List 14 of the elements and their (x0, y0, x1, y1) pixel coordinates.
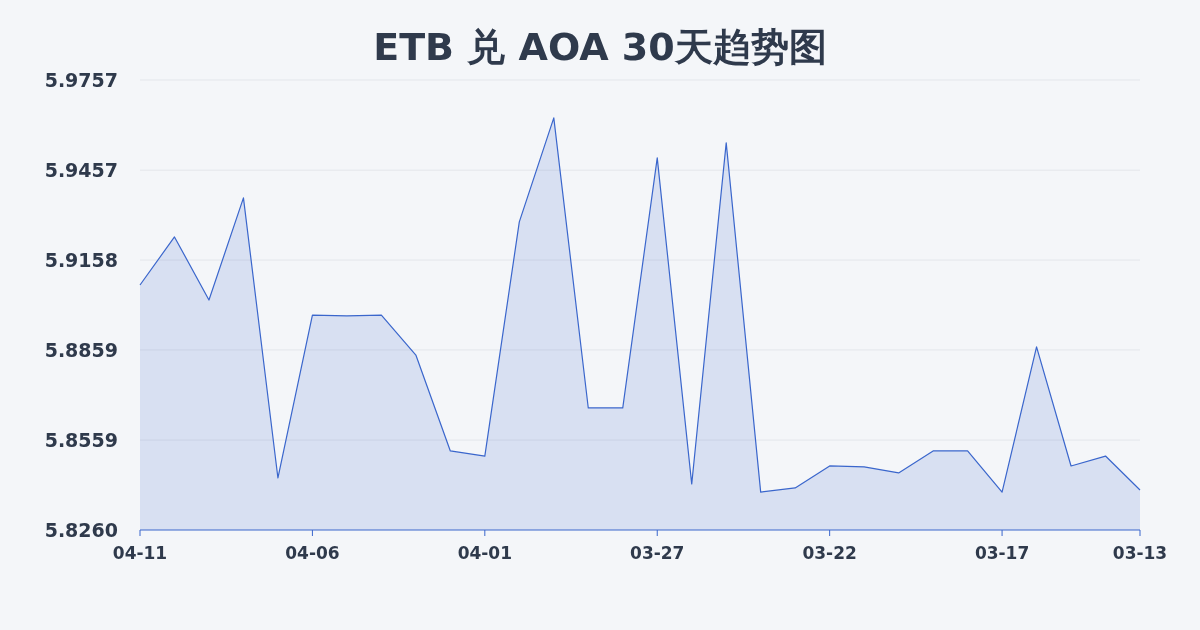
y-tick-label: 5.9757 (44, 69, 118, 91)
x-tick-label: 04-11 (112, 543, 168, 563)
y-tick-label: 5.8260 (44, 519, 118, 541)
x-tick-label: 03-13 (1112, 543, 1168, 563)
y-tick-label: 5.8859 (44, 338, 118, 361)
x-tick-label: 03-17 (974, 543, 1030, 563)
y-tick-label: 5.8559 (44, 429, 118, 452)
y-tick-label: 5.9158 (44, 249, 118, 272)
chart-title: ETB 兑 AOA 30天趋势图 (373, 25, 827, 69)
x-tick-label: 03-22 (802, 543, 857, 563)
x-tick-label: 03-27 (630, 543, 685, 563)
x-tick-label: 04-06 (285, 543, 340, 563)
y-tick-label: 5.9457 (44, 159, 118, 182)
x-tick-label: 04-01 (457, 543, 513, 563)
